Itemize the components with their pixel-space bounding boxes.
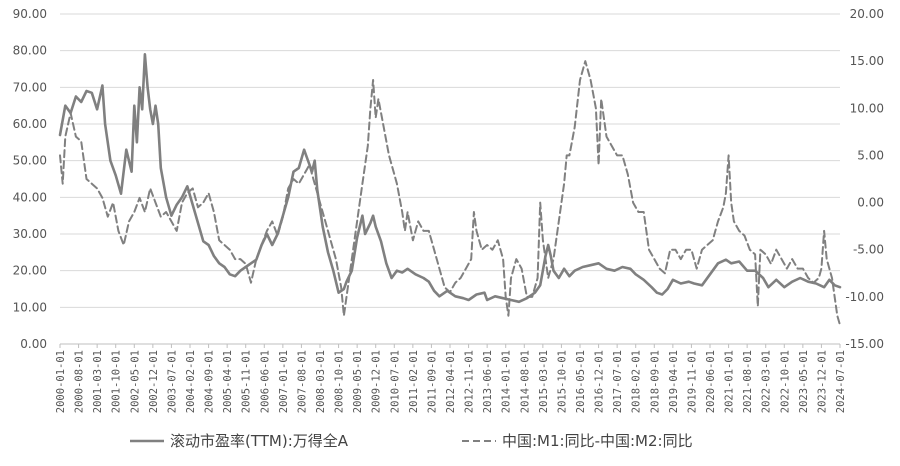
x-tick-label: 2006-06-01 — [259, 350, 271, 413]
x-tick-label: 2014-01-01 — [501, 350, 513, 413]
x-tick-label: 2021-08-01 — [742, 350, 754, 413]
legend-label-pe-ttm: 滚动市盈率(TTM):万得全A — [170, 432, 349, 450]
legend-label-m1-m2-spread: 中国:M1:同比-中国:M2:同比 — [502, 432, 693, 450]
x-tick-label: 2021-01-01 — [724, 350, 736, 413]
x-tick-label: 2000-08-01 — [74, 350, 86, 413]
right-tick-label: 5.00 — [857, 148, 884, 162]
right-axis-tick-labels: -15.00 -10.00 -5.00 0.00 5.00 10.00 15.00 20.00 — [845, 7, 884, 351]
grid-lines — [60, 13, 840, 345]
series-line-pe-ttm — [58, 53, 842, 304]
x-tick-label: 2015-03-01 — [538, 350, 550, 413]
x-tick-label: 2016-12-01 — [594, 350, 606, 413]
x-tick-label: 2001-03-01 — [92, 350, 104, 413]
right-tick-label: 20.00 — [850, 7, 884, 21]
left-tick-label: 30.00 — [13, 227, 47, 241]
x-tick-label: 2005-04-01 — [222, 350, 234, 413]
x-tick-label: 2017-07-01 — [612, 350, 624, 413]
x-tick-label: 2012-11-01 — [464, 350, 476, 413]
x-tick-label: 2015-10-01 — [556, 350, 568, 413]
x-tick-label: 2020-06-01 — [705, 350, 717, 413]
x-tick-label: 2018-09-01 — [649, 350, 661, 413]
x-tick-label: 2003-07-01 — [166, 350, 178, 413]
right-tick-label: 15.00 — [850, 54, 884, 68]
x-tick-label: 2004-09-01 — [204, 350, 216, 413]
right-tick-label: 10.00 — [850, 101, 884, 115]
series-line-m1-m2-spread — [59, 60, 841, 327]
x-tick-label: 2019-04-01 — [668, 350, 680, 413]
x-tick-label: 2000-01-01 — [55, 350, 67, 413]
x-tick-label: 2011-02-01 — [408, 350, 420, 413]
left-tick-label: 40.00 — [13, 190, 47, 204]
x-tick-label: 2004-02-01 — [185, 350, 197, 413]
left-tick-label: 50.00 — [13, 154, 47, 168]
x-tick-label: 2018-02-01 — [631, 350, 643, 413]
series-lines — [58, 53, 842, 327]
x-tick-label: 2019-11-01 — [686, 350, 698, 413]
right-tick-label: -5.00 — [853, 243, 884, 257]
legend: 滚动市盈率(TTM):万得全A 中国:M1:同比-中国:M2:同比 — [130, 432, 693, 450]
right-tick-label: -15.00 — [845, 337, 884, 351]
x-tick-label: 2024-07-01 — [835, 350, 847, 413]
x-tick-label: 2009-05-01 — [352, 350, 364, 413]
x-tick-label: 2008-03-01 — [315, 350, 327, 413]
right-tick-label: -10.00 — [845, 290, 884, 304]
left-tick-label: 20.00 — [13, 264, 47, 278]
x-tick-label: 2011-09-01 — [426, 350, 438, 413]
left-tick-label: 90.00 — [13, 7, 47, 21]
x-tick-label: 2007-01-01 — [278, 350, 290, 413]
left-tick-label: 60.00 — [13, 117, 47, 131]
x-axis: 2000-01-01 2000-08-01 2001-03-01 2001-10-01… — [55, 344, 847, 413]
x-tick-label: 2002-05-01 — [129, 350, 141, 413]
x-tick-label: 2005-11-01 — [241, 350, 253, 413]
x-tick-label: 2012-04-01 — [445, 350, 457, 413]
x-tick-label: 2013-06-01 — [482, 350, 494, 413]
x-tick-label: 2007-08-01 — [296, 350, 308, 413]
left-tick-label: 70.00 — [13, 80, 47, 94]
left-tick-label: 80.00 — [13, 44, 47, 58]
x-tick-label: 2014-08-01 — [519, 350, 531, 413]
x-tick-label: 2010-07-01 — [389, 350, 401, 413]
x-tick-label: 2023-05-01 — [798, 350, 810, 413]
x-tick-label: 2022-03-01 — [761, 350, 773, 413]
x-tick-label: 2023-12-01 — [816, 350, 828, 413]
left-tick-label: 0.00 — [20, 337, 47, 351]
x-tick-label: 2002-12-01 — [148, 350, 160, 413]
right-tick-label: 0.00 — [857, 196, 884, 210]
x-tick-label: 2016-05-01 — [575, 350, 587, 413]
x-tick-label: 2008-10-01 — [334, 350, 346, 413]
left-tick-label: 10.00 — [13, 300, 47, 314]
x-tick-label: 2001-10-01 — [111, 350, 123, 413]
x-tick-label: 2009-12-01 — [371, 350, 383, 413]
x-tick-label: 2022-10-01 — [779, 350, 791, 413]
left-axis-tick-labels: 0.00 10.00 20.00 30.00 40.00 50.00 60.00 70.00 8… — [13, 7, 47, 351]
